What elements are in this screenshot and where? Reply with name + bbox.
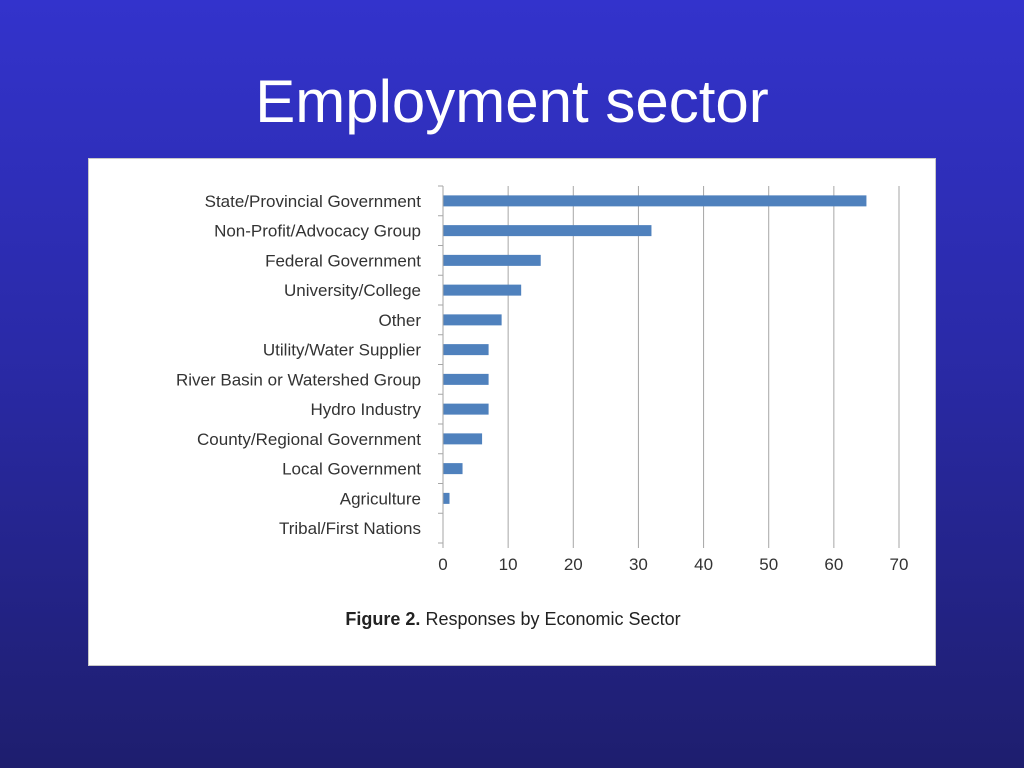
x-tick-label: 40 bbox=[694, 555, 713, 574]
category-label: County/Regional Government bbox=[197, 430, 421, 449]
category-label: Other bbox=[378, 311, 421, 330]
category-label: University/College bbox=[284, 281, 421, 300]
figure-caption: Figure 2. Responses by Economic Sector bbox=[89, 609, 937, 630]
category-label: Federal Government bbox=[265, 251, 421, 270]
x-tick-label: 60 bbox=[824, 555, 843, 574]
slide-title: Employment sector bbox=[255, 68, 769, 135]
bar-chart: State/Provincial Government Non-Profit/Ad… bbox=[176, 185, 908, 574]
category-label: Tribal/First Nations bbox=[279, 519, 421, 538]
bar-8 bbox=[443, 433, 483, 445]
x-tick-label: 0 bbox=[438, 555, 447, 574]
category-label: Hydro Industry bbox=[310, 400, 421, 419]
category-label: Non-Profit/Advocacy Group bbox=[214, 222, 421, 241]
x-tick-label: 70 bbox=[890, 555, 909, 574]
bar-3 bbox=[443, 284, 522, 296]
x-tick-label: 20 bbox=[564, 555, 583, 574]
bar-5 bbox=[443, 344, 489, 356]
category-labels: State/Provincial Government Non-Profit/Ad… bbox=[176, 192, 422, 538]
caption-prefix: Figure 2. bbox=[345, 609, 421, 629]
x-tick-label: 10 bbox=[499, 555, 518, 574]
category-label: Agriculture bbox=[340, 489, 421, 508]
x-tick-label: 50 bbox=[759, 555, 778, 574]
bar-6 bbox=[443, 373, 489, 385]
bar-7 bbox=[443, 403, 489, 415]
bar-10 bbox=[443, 492, 450, 504]
bars bbox=[443, 195, 867, 504]
bar-1 bbox=[443, 225, 652, 237]
bar-9 bbox=[443, 463, 463, 475]
gridlines bbox=[507, 186, 900, 543]
category-label: River Basin or Watershed Group bbox=[176, 370, 421, 389]
category-label: State/Provincial Government bbox=[205, 192, 422, 211]
category-label: Utility/Water Supplier bbox=[263, 341, 421, 360]
x-tick-labels: 0 10 20 30 40 50 60 70 bbox=[438, 555, 908, 574]
category-label: Local Government bbox=[282, 460, 421, 479]
x-tick-label: 30 bbox=[629, 555, 648, 574]
bar-0 bbox=[443, 195, 867, 207]
chart-panel: State/Provincial Government Non-Profit/Ad… bbox=[88, 158, 936, 666]
caption-text: Responses by Economic Sector bbox=[425, 609, 681, 629]
axes bbox=[438, 185, 900, 548]
bar-2 bbox=[443, 254, 541, 266]
bar-4 bbox=[443, 314, 502, 326]
